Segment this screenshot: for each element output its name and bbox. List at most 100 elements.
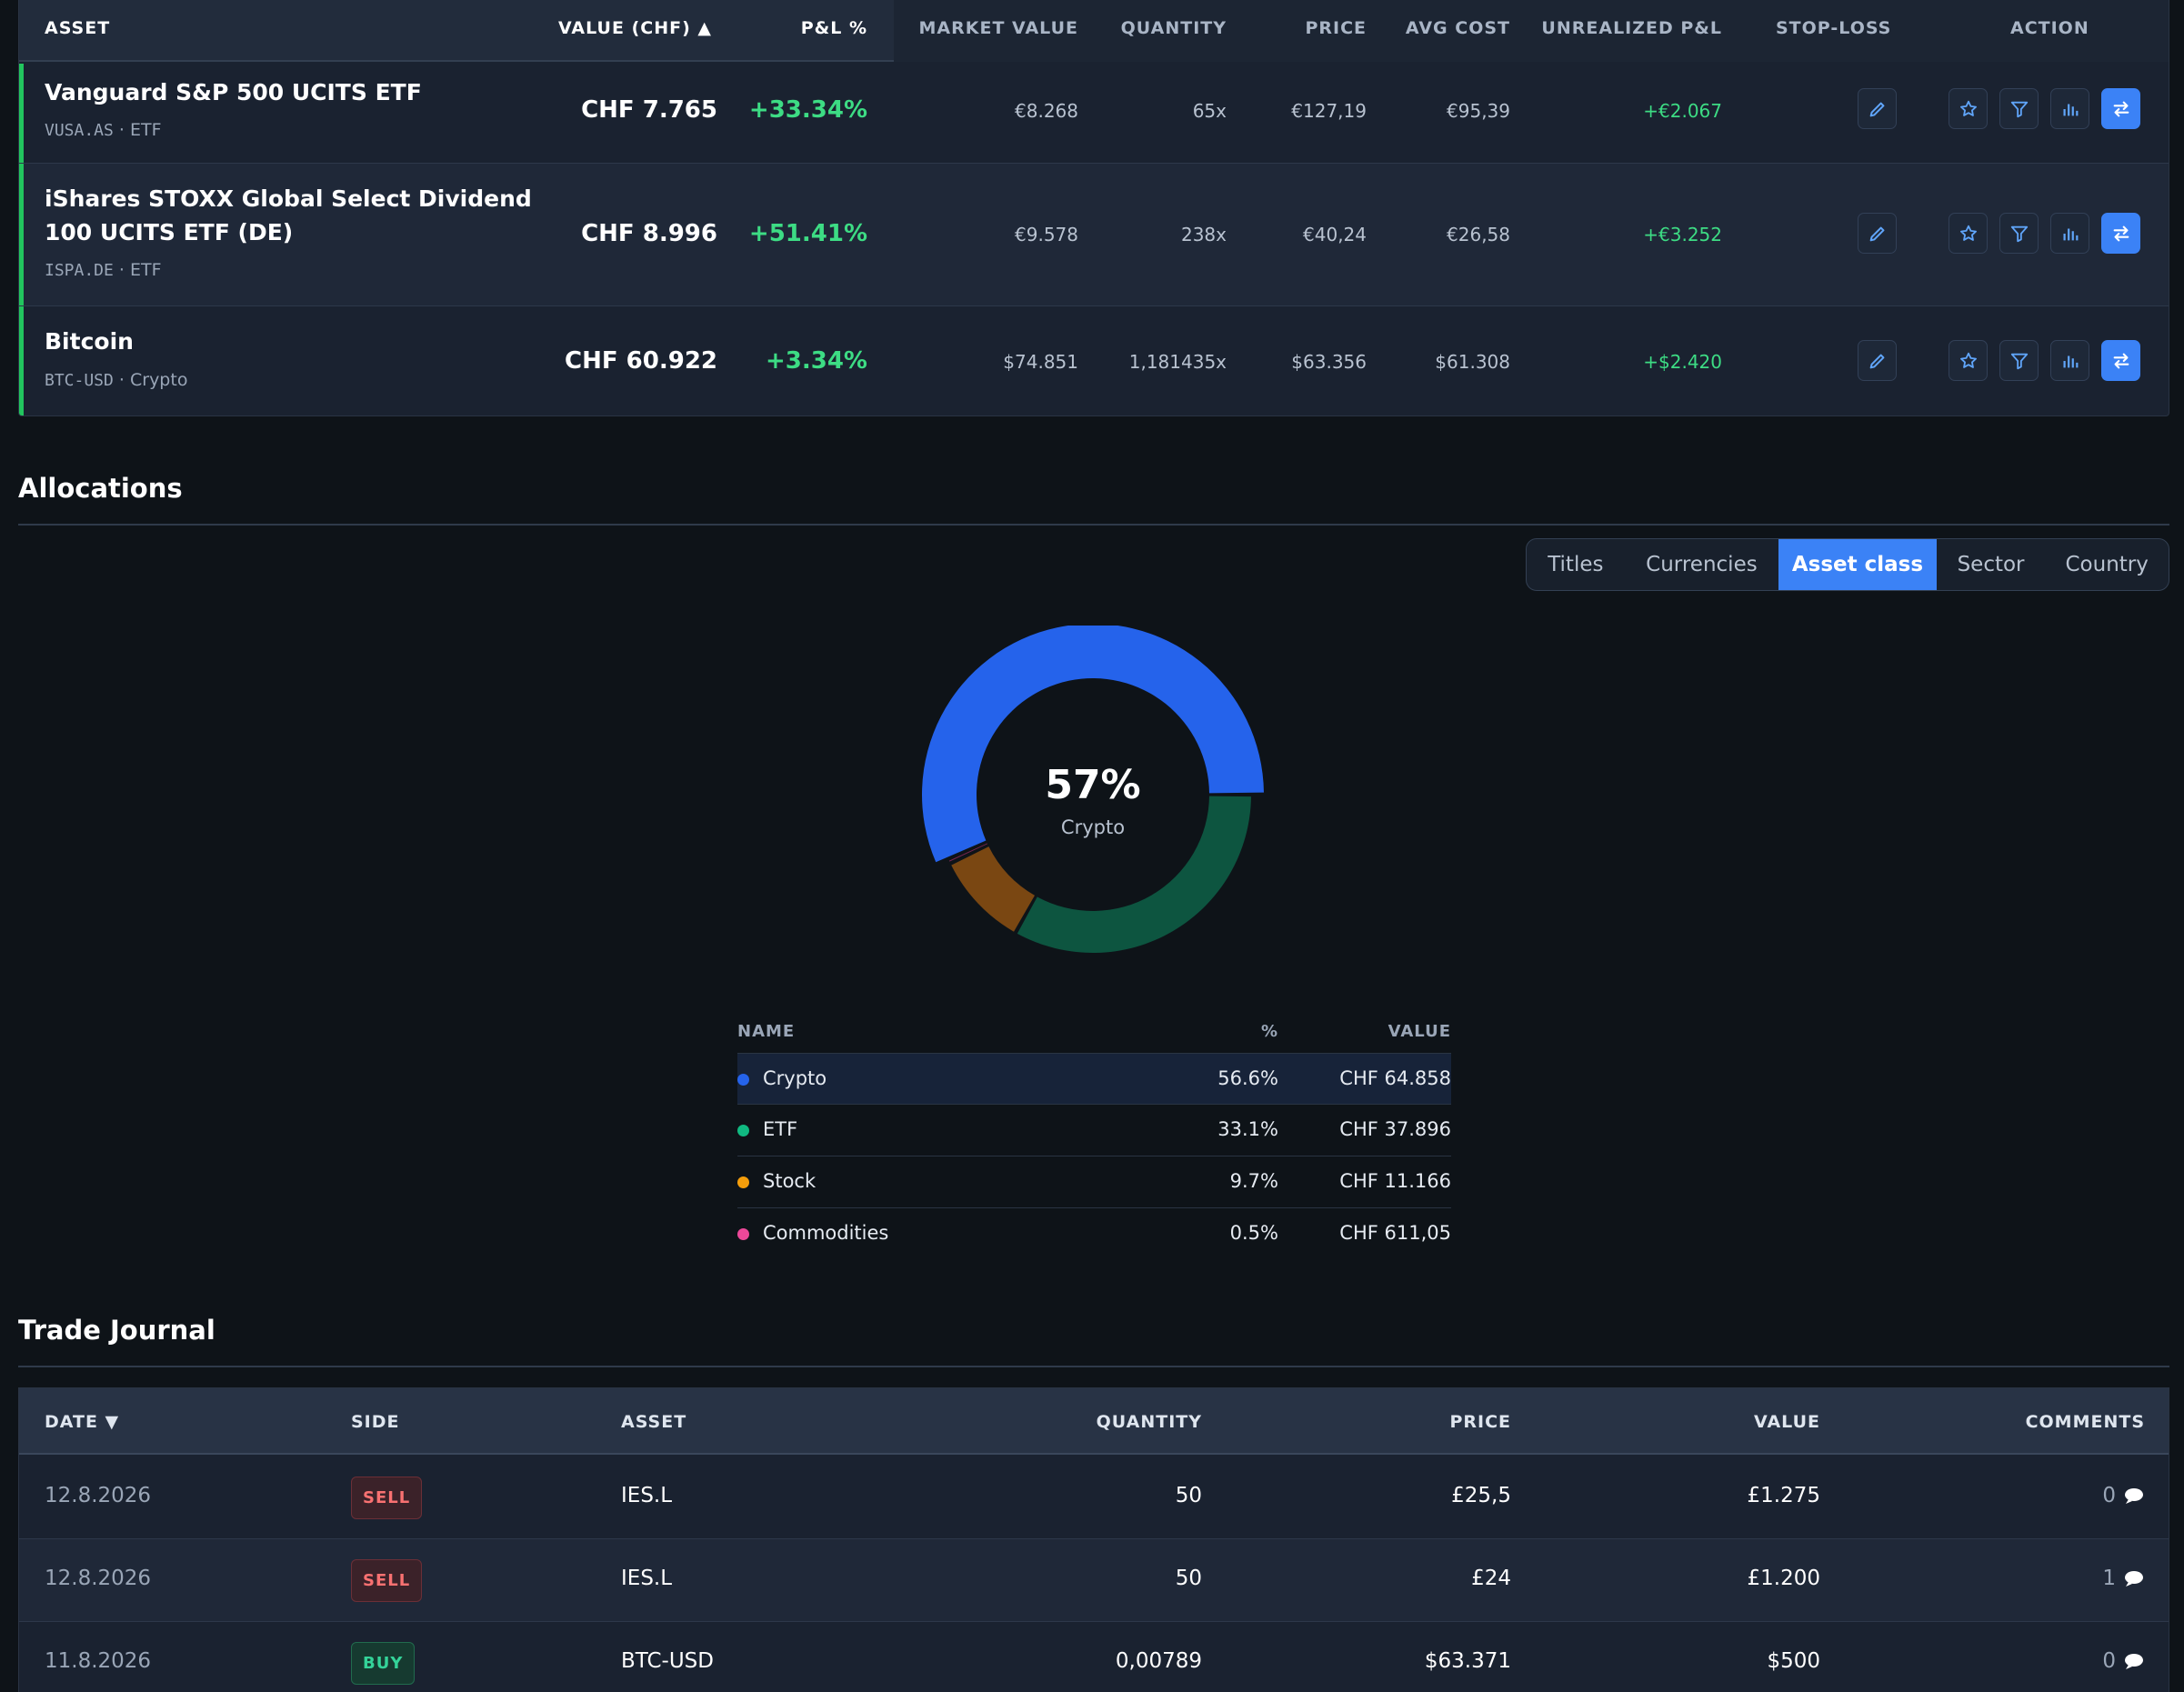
speech-bubble-icon [2125, 1488, 2143, 1504]
favorite-button[interactable] [1949, 88, 1988, 129]
chart-button[interactable] [2050, 340, 2089, 381]
trade-price: £25,5 [1451, 1484, 1511, 1507]
col-stop-loss[interactable]: STOP-LOSS [1776, 18, 1892, 38]
journal-row[interactable]: 12.8.2026 SELL IES.L 50 £24 £1.200 1 [19, 1539, 2169, 1622]
allocation-row[interactable]: ETF 33.1% CHF 37.896 [737, 1105, 1451, 1156]
asset-ticker: BTC-USD [45, 371, 114, 390]
comment-count: 1 [2102, 1567, 2116, 1590]
allocation-name: Crypto [763, 1067, 827, 1089]
asset-ticker: VUSA.AS [45, 121, 114, 140]
trade-button[interactable] [2101, 213, 2140, 254]
col-asset[interactable]: ASSET [45, 18, 111, 38]
asset-avg-cost: €95,39 [1447, 100, 1510, 122]
trade-quantity: 0,00789 [1115, 1649, 1202, 1673]
comments-button[interactable]: 1 [2102, 1567, 2145, 1590]
comment-count: 0 [2102, 1649, 2116, 1673]
trade-button[interactable] [2101, 88, 2140, 129]
allocation-row[interactable]: Commodities 0.5% CHF 611,05 [737, 1208, 1451, 1260]
chart-button[interactable] [2050, 213, 2089, 254]
filter-button[interactable] [1999, 340, 2039, 381]
allocation-row[interactable]: Crypto 56.6% CHF 64.858 [737, 1053, 1451, 1105]
swap-arrows-icon [2113, 225, 2129, 241]
trade-price: £24 [1471, 1567, 1511, 1590]
tab-sector[interactable]: Sector [1957, 553, 2025, 576]
asset-name[interactable]: Bitcoin [45, 328, 134, 355]
allocation-value: CHF 64.858 [1339, 1067, 1451, 1089]
tab-currencies[interactable]: Currencies [1646, 553, 1758, 576]
allocation-name: Commodities [763, 1222, 889, 1244]
favorite-button[interactable] [1949, 213, 1988, 254]
col-pct: % [1260, 1022, 1278, 1041]
col-date-sorted[interactable]: DATE ▼ [45, 1412, 120, 1432]
col-market-value[interactable]: MARKET VALUE [918, 18, 1078, 38]
col-price[interactable]: PRICE [1305, 18, 1367, 38]
legend-dot [737, 1176, 749, 1188]
col-pl[interactable]: P&L % [800, 18, 867, 38]
legend-dot [737, 1074, 749, 1086]
asset-value: CHF 8.996 [581, 220, 717, 247]
asset-quantity: 65x [1192, 100, 1227, 122]
col-quantity[interactable]: QUANTITY [1096, 1412, 1202, 1432]
col-avg-cost[interactable]: AVG COST [1405, 18, 1510, 38]
speech-bubble-icon [2125, 1571, 2143, 1587]
trade-asset[interactable]: BTC-USD [621, 1649, 714, 1673]
allocation-row[interactable]: Stock 9.7% CHF 11.166 [737, 1156, 1451, 1208]
asset-avg-cost: €26,58 [1447, 224, 1510, 245]
donut-slice-crypto[interactable] [922, 626, 1264, 863]
journal-row[interactable]: 11.8.2026 BUY BTC-USD 0,00789 $63.371 $5… [19, 1622, 2169, 1692]
col-quantity[interactable]: QUANTITY [1120, 18, 1227, 38]
trade-price: $63.371 [1424, 1649, 1511, 1673]
filter-button[interactable] [1999, 213, 2039, 254]
journal-row[interactable]: 12.8.2026 SELL IES.L 50 £25,5 £1.275 0 [19, 1457, 2169, 1539]
edit-stop-loss-button[interactable] [1858, 213, 1897, 254]
edit-stop-loss-button[interactable] [1858, 340, 1897, 381]
trade-button[interactable] [2101, 340, 2140, 381]
col-comments[interactable]: COMMENTS [2025, 1412, 2145, 1432]
asset-quantity: 1,181435x [1128, 351, 1227, 373]
trade-asset[interactable]: IES.L [621, 1484, 673, 1507]
bar-chart-icon [2062, 228, 2078, 240]
allocation-pct: 33.1% [1217, 1118, 1278, 1140]
col-unrealized-pl[interactable]: UNREALIZED P&L [1541, 18, 1722, 38]
tab-country[interactable]: Country [2065, 553, 2149, 576]
col-side[interactable]: SIDE [351, 1412, 400, 1432]
allocation-pct: 0.5% [1229, 1222, 1278, 1244]
filter-button[interactable] [1999, 88, 2039, 129]
donut-slice-etf[interactable] [1017, 796, 1251, 953]
allocation-value: CHF 611,05 [1339, 1222, 1451, 1244]
trade-date: 11.8.2026 [45, 1649, 152, 1673]
side-badge: SELL [351, 1477, 423, 1519]
col-name: NAME [737, 1022, 796, 1041]
edit-stop-loss-button[interactable] [1858, 88, 1897, 129]
holding-row[interactable]: iShares STOXX Global Select Dividend 100… [19, 164, 2169, 306]
col-price[interactable]: PRICE [1449, 1412, 1511, 1432]
tab-titles[interactable]: Titles [1548, 553, 1604, 576]
pencil-icon [1869, 354, 1884, 368]
col-asset[interactable]: ASSET [621, 1412, 687, 1432]
trade-quantity: 50 [1175, 1484, 1202, 1507]
comments-button[interactable]: 0 [2102, 1484, 2145, 1507]
col-value[interactable]: VALUE [1754, 1412, 1820, 1432]
asset-unrealized-pl: +$2.420 [1643, 351, 1722, 373]
favorite-button[interactable] [1949, 340, 1988, 381]
asset-name[interactable]: Vanguard S&P 500 UCITS ETF [45, 79, 422, 105]
asset-meta: VUSA.AS · ETF [45, 120, 162, 140]
holdings-table: ASSET VALUE (CHF) ▲ P&L % MARKET VALUE Q… [18, 0, 2169, 416]
swap-arrows-icon [2113, 101, 2129, 116]
trade-asset[interactable]: IES.L [621, 1567, 673, 1590]
donut-slice-stock[interactable] [951, 846, 1036, 932]
col-value: VALUE [1388, 1022, 1451, 1041]
holding-row[interactable]: Bitcoin BTC-USD · Crypto CHF 60.922 +3.3… [19, 306, 2169, 415]
col-value-sorted[interactable]: VALUE (CHF) ▲ [558, 18, 712, 38]
holding-row[interactable]: Vanguard S&P 500 UCITS ETF VUSA.AS · ETF… [19, 64, 2169, 164]
chart-button[interactable] [2050, 88, 2089, 129]
bar-chart-icon [2062, 104, 2078, 115]
tab-asset-class[interactable]: Asset class [1778, 539, 1937, 590]
row-accent-bar [19, 64, 24, 163]
trade-date: 12.8.2026 [45, 1484, 152, 1507]
star-icon [1959, 352, 1977, 368]
asset-name[interactable]: iShares STOXX Global Select Dividend 100… [45, 185, 532, 245]
donut-slice-commodities[interactable] [948, 843, 988, 862]
comments-button[interactable]: 0 [2102, 1649, 2145, 1673]
allocation-table-header: NAME % VALUE [737, 1016, 1451, 1053]
